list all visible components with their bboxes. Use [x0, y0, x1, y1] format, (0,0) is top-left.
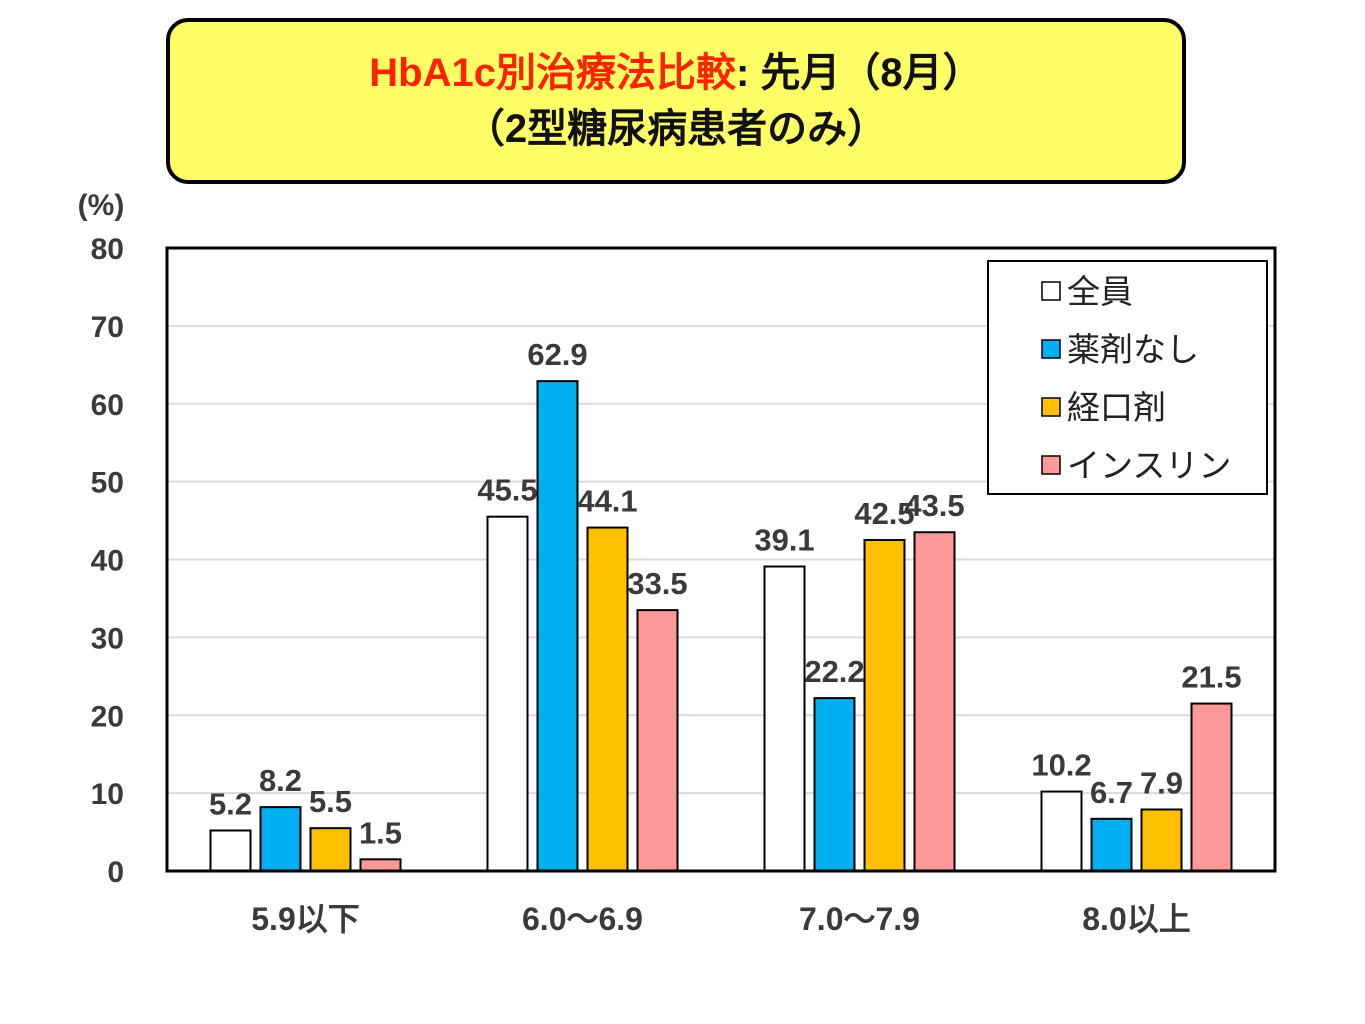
data-label: 33.5 — [627, 566, 687, 601]
legend-swatch — [1041, 397, 1061, 417]
legend — [987, 260, 1268, 495]
data-label: 1.5 — [359, 815, 402, 850]
x-tick-label: 5.9以下 — [251, 901, 360, 937]
legend-swatch — [1041, 339, 1061, 359]
chart-title-main: HbA1c別治療法比較 — [369, 51, 736, 95]
legend-label: 薬剤なし — [1067, 331, 1199, 368]
y-axis-label: (%) — [78, 189, 125, 222]
bar — [813, 697, 856, 872]
legend-swatch — [1041, 455, 1061, 475]
x-tick-label: 6.0～6.9 — [522, 901, 643, 937]
legend-label: 全員 — [1067, 273, 1133, 310]
plot-border — [165, 246, 1277, 873]
y-tick-label: 40 — [91, 545, 124, 578]
bar — [636, 609, 679, 873]
y-tick-label: 20 — [91, 700, 124, 733]
y-tick-label: 70 — [91, 311, 124, 344]
data-label: 5.5 — [309, 784, 352, 819]
bar — [1090, 817, 1133, 872]
data-label: 44.1 — [577, 484, 637, 519]
y-tick-label: 60 — [91, 389, 124, 422]
data-label: 21.5 — [1181, 660, 1241, 695]
data-label: 6.7 — [1090, 775, 1133, 810]
bar — [1140, 808, 1183, 873]
bar — [913, 531, 956, 873]
bar — [863, 539, 906, 872]
data-label: 45.5 — [477, 473, 537, 508]
data-label: 39.1 — [754, 523, 814, 558]
bar — [359, 858, 402, 872]
data-label: 43.5 — [904, 488, 964, 523]
chart-title-period: : 先月（8月） — [736, 51, 983, 95]
bar — [1040, 790, 1083, 873]
data-label: 22.2 — [804, 654, 864, 689]
legend-label: インスリン — [1067, 447, 1231, 484]
data-label: 42.5 — [854, 496, 914, 531]
bar — [309, 827, 352, 873]
legend-swatch — [1041, 281, 1061, 301]
legend-label: 経口剤 — [1067, 389, 1166, 426]
bar — [486, 515, 529, 872]
y-tick-label: 50 — [91, 467, 124, 500]
bar — [209, 829, 252, 873]
data-label: 5.2 — [209, 787, 252, 822]
data-label: 62.9 — [527, 337, 587, 372]
y-tick-label: 30 — [91, 622, 124, 655]
data-label: 7.9 — [1140, 765, 1183, 800]
chart-title-box: HbA1c別治療法比較: 先月（8月） （2型糖尿病患者のみ） — [166, 18, 1186, 184]
bar — [586, 526, 629, 872]
y-tick-label: 80 — [91, 233, 124, 266]
y-tick-label: 10 — [91, 778, 124, 811]
chart-title-line2: （2型糖尿病患者のみ） — [464, 107, 888, 151]
chart-title-line1: HbA1c別治療法比較: 先月（8月） — [369, 45, 982, 101]
y-tick-label: 0 — [107, 856, 124, 889]
bar — [259, 806, 302, 873]
bar — [1190, 702, 1233, 872]
x-tick-label: 7.0～7.9 — [799, 901, 920, 937]
data-label: 8.2 — [259, 763, 302, 798]
x-tick-label: 8.0以上 — [1082, 901, 1191, 937]
bar — [763, 565, 806, 872]
bar — [536, 380, 579, 872]
data-label: 10.2 — [1031, 748, 1091, 783]
